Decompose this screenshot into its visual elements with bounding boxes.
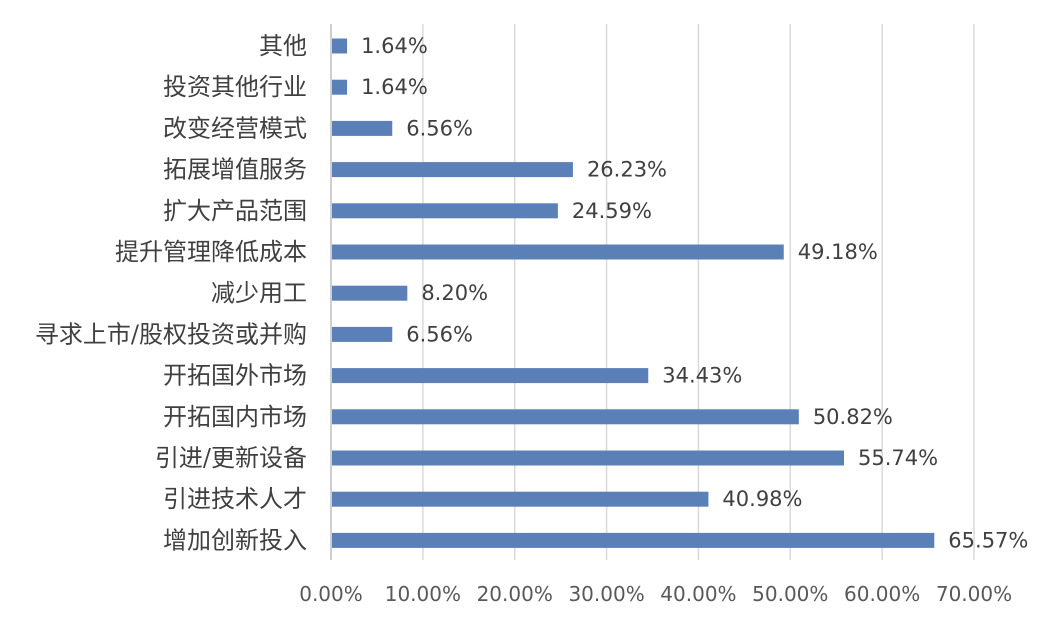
x-tick-label: 70.00% xyxy=(936,582,1012,606)
x-tick-label: 10.00% xyxy=(385,582,461,606)
x-tick-label: 60.00% xyxy=(844,582,920,606)
category-label: 减少用工 xyxy=(211,279,307,307)
x-tick-label: 20.00% xyxy=(477,582,553,606)
category-label: 引进/更新设备 xyxy=(155,444,307,472)
category-label: 改变经营模式 xyxy=(163,114,307,142)
category-label: 引进技术人才 xyxy=(163,485,307,513)
x-tick-label: 0.00% xyxy=(299,582,363,606)
category-label: 扩大产品范围 xyxy=(163,197,307,225)
data-label: 55.74% xyxy=(858,446,938,470)
bar xyxy=(332,38,348,54)
data-label: 1.64% xyxy=(361,34,428,58)
category-label: 开拓国外市场 xyxy=(163,362,307,390)
data-label: 1.64% xyxy=(361,75,428,99)
bar xyxy=(332,368,649,384)
bar xyxy=(332,162,573,178)
bar xyxy=(332,409,799,425)
category-label: 寻求上市/股权投资或并购 xyxy=(35,320,307,348)
data-label: 50.82% xyxy=(813,405,893,429)
data-label: 49.18% xyxy=(798,240,878,264)
value-labels: 1.64% 1.64% 6.56% 26.23% 24.59% 49.18% 8.20% 6.… xyxy=(361,34,1028,552)
data-label: 8.20% xyxy=(421,281,488,305)
category-label: 提升管理降低成本 xyxy=(115,238,307,266)
data-label: 34.43% xyxy=(662,364,742,388)
gridlines xyxy=(422,24,975,560)
bar xyxy=(332,120,393,136)
x-axis-ticks: 0.00% 10.00% 20.00% 30.00% 40.00% 50.00% 60.00… xyxy=(299,582,1012,606)
x-tick-label: 40.00% xyxy=(660,582,736,606)
category-label: 其他 xyxy=(259,32,307,60)
bar xyxy=(332,285,408,301)
category-label: 投资其他行业 xyxy=(163,73,307,101)
bar xyxy=(332,79,348,95)
data-label: 40.98% xyxy=(722,487,802,511)
bar xyxy=(332,532,935,548)
data-label: 6.56% xyxy=(406,116,473,140)
data-label: 24.59% xyxy=(572,199,652,223)
category-label: 拓展增值服务 xyxy=(163,156,307,184)
data-label: 65.57% xyxy=(948,528,1028,552)
category-label: 开拓国内市场 xyxy=(163,403,307,431)
x-tick-label: 50.00% xyxy=(752,582,828,606)
bar xyxy=(332,450,845,466)
bar xyxy=(332,491,709,507)
x-tick-label: 30.00% xyxy=(568,582,644,606)
category-label: 增加创新投入 xyxy=(163,526,307,554)
bars xyxy=(332,38,935,548)
bar xyxy=(332,326,393,342)
category-labels: 其他投资其他行业改变经营模式拓展增值服务扩大产品范围提升管理降低成本减少用工寻求… xyxy=(35,32,307,554)
bar xyxy=(332,203,558,219)
data-label: 26.23% xyxy=(587,158,667,182)
bar xyxy=(332,244,784,260)
data-label: 6.56% xyxy=(406,322,473,346)
